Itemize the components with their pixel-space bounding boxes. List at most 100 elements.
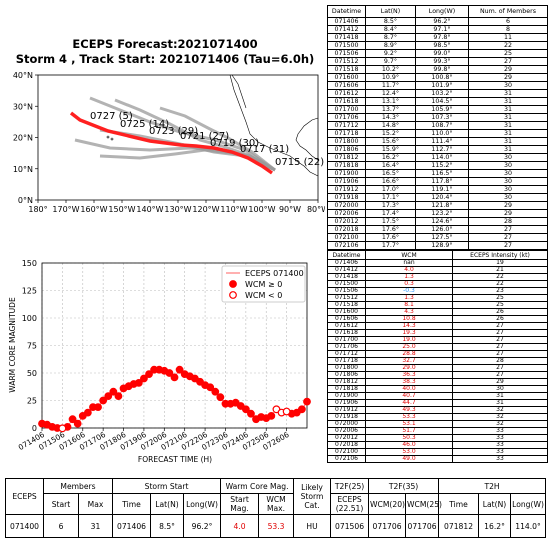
table-cell: 4.3	[365, 308, 453, 316]
data-point	[206, 383, 215, 392]
x-tick-label: 90°W	[279, 205, 301, 214]
table-cell: 44.7	[365, 399, 453, 407]
table-cell: 105.9°	[415, 105, 469, 114]
table-row: 072106 49.0 33	[327, 455, 548, 463]
table-cell: 071418	[327, 273, 366, 281]
table-cell: 072018	[327, 225, 366, 234]
coastline	[106, 74, 319, 177]
table-row: 071818 16.4° 115.2° 30	[327, 161, 548, 170]
table-cell: 30	[468, 161, 548, 170]
table-cell: 27	[452, 371, 548, 379]
table-row: 071700 13.7° 105.9° 31	[327, 105, 548, 114]
table-cell: 31	[452, 392, 548, 400]
table-cell: nan	[365, 259, 453, 267]
table-cell: 071412	[327, 266, 366, 274]
table-cell: 96.2°	[415, 17, 469, 26]
table-cell: 19	[452, 259, 548, 267]
table-cell: 8.9°	[365, 41, 416, 50]
table-cell: 16.6°	[365, 177, 416, 186]
wcm-chart: WARM CORE MAGNITUDE FORECAST TIME (H) 0 2…	[8, 259, 311, 464]
table-row: 072006 51.7 33	[327, 427, 548, 435]
table-cell: 071712	[327, 121, 366, 130]
table-row: 071800 15.6° 111.4° 31	[327, 137, 548, 146]
table-cell: 16.4°	[365, 161, 416, 170]
data-point	[267, 412, 276, 420]
table-row: 071618 13.1° 104.5° 31	[327, 97, 548, 106]
data-point	[216, 393, 225, 402]
table-row: 071406 8.5° 96.2° 6	[327, 17, 548, 26]
table-cell: 31	[468, 121, 548, 130]
table-cell: 8.1	[365, 301, 453, 309]
table-cell: 14.3°	[365, 113, 416, 122]
table-cell: 30	[468, 193, 548, 202]
table-cell: 071918	[327, 193, 366, 202]
table-row: 071412 4.0 21	[327, 266, 548, 274]
table-cell: 31	[468, 137, 548, 146]
table-cell: 1.3	[365, 273, 453, 281]
table-cell: 17.0°	[365, 185, 416, 194]
table-cell: 071618	[327, 329, 366, 337]
table-cell: 071906	[327, 399, 366, 407]
x-tick-label: 110°W	[220, 205, 247, 214]
header-cell: Num. of Members	[468, 5, 548, 18]
table-cell: 29	[468, 201, 548, 210]
header-cell: Storm Start	[112, 478, 222, 494]
table-cell: 072012	[327, 434, 366, 442]
table-cell: 27	[468, 57, 548, 66]
table-cell: 17.3°	[365, 201, 416, 210]
table-cell: 36.3	[365, 371, 453, 379]
table-cell: 27	[452, 322, 548, 330]
table-row: 071812 16.2° 114.0° 30	[327, 153, 548, 162]
table-cell: 25.0	[365, 343, 453, 351]
table-cell: 33	[452, 434, 548, 442]
mean-track	[69, 111, 274, 175]
table-cell: 114.0°	[510, 514, 547, 538]
table-row: 071512 9.7° 99.3° 27	[327, 57, 548, 66]
y-tick-label: 100	[22, 314, 37, 323]
table-row: 071512 1.3 25	[327, 294, 548, 302]
table-cell: HU	[293, 514, 332, 538]
table-cell: 071606	[327, 315, 366, 323]
header-cell: WCM Max.	[258, 493, 295, 515]
table-cell: 071900	[327, 169, 366, 178]
table-row: 072100 53.0 33	[327, 448, 548, 456]
table-cell: 1.3	[365, 294, 453, 302]
table-row: 071506 -0.3 23	[327, 287, 548, 295]
table-row: 072000 53.1 32	[327, 420, 548, 428]
table-cell: 30	[468, 177, 548, 186]
table-row: 071506 9.2° 99.0° 25	[327, 49, 548, 58]
table-cell: 071506	[327, 49, 366, 58]
table-row: 071912 17.0° 119.1° 30	[327, 185, 548, 194]
data-point	[165, 369, 174, 377]
header-cell: Members	[42, 478, 114, 494]
table-row: 071612 14.3 27	[327, 322, 548, 330]
y-tick-label: 25	[27, 397, 37, 406]
table-cell: 072006	[327, 427, 366, 435]
data-point	[114, 392, 123, 401]
x-tick-label: 100°W	[248, 205, 275, 214]
map-subtitle: Storm 4 , Track Start: 2021071406 (Tau=6…	[16, 52, 315, 66]
table-row: 072100 17.6° 127.5° 27	[327, 233, 548, 242]
table-cell: 121.8°	[415, 201, 469, 210]
table-cell: 072106	[327, 455, 366, 463]
table-cell: 072000	[327, 420, 366, 428]
table-cell: 15.9°	[365, 145, 416, 154]
y-tick-label: 75	[27, 342, 37, 351]
data-point	[99, 396, 108, 405]
table-cell: 99.3°	[415, 57, 469, 66]
table-row: 071918 17.1° 120.4° 30	[327, 193, 548, 202]
table-cell: 27	[468, 241, 548, 250]
table-cell: 8	[468, 25, 548, 34]
table-cell: 33	[452, 441, 548, 449]
header-cell: Lat(N)	[365, 5, 416, 18]
table-cell: 27	[452, 350, 548, 358]
table-cell: 071912	[327, 185, 366, 194]
table-cell: 13.1°	[365, 97, 416, 106]
y-tick-label: 20°N	[13, 134, 33, 143]
table-cell: 100.8°	[415, 73, 469, 82]
header-cell: Lat(N)	[478, 493, 512, 515]
table-cell: 116.5°	[415, 169, 469, 178]
table-cell: 071712	[327, 350, 366, 358]
table-cell: 8.4°	[365, 25, 416, 34]
table-cell: 99.8°	[415, 65, 469, 74]
